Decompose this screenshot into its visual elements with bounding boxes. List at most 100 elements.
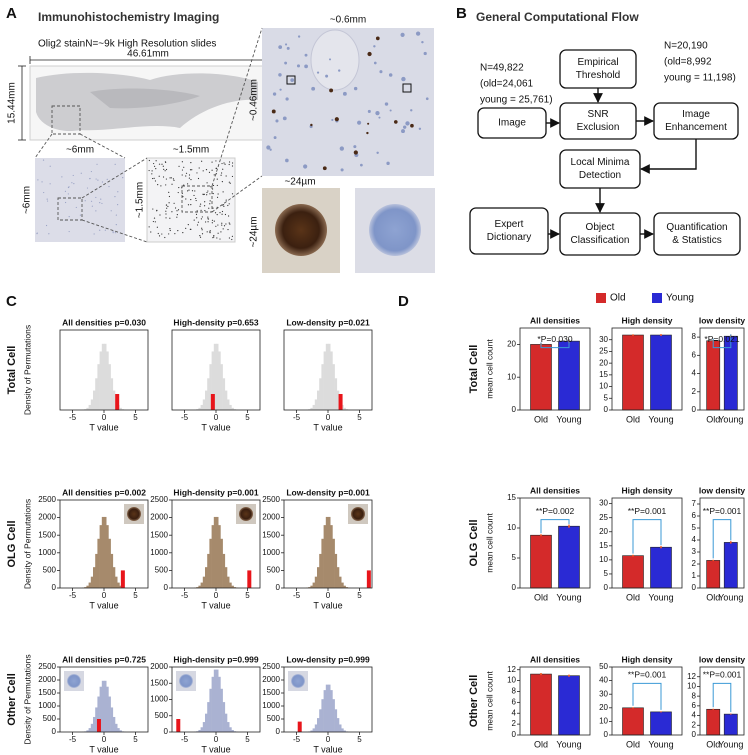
cell-dot [173, 179, 175, 181]
cell-dot [227, 204, 229, 207]
plot-frame [699, 497, 745, 589]
chart-title: High-density p=0.653 [173, 317, 259, 327]
cell-dot [212, 237, 214, 239]
y-tick-label: 2000 [150, 662, 168, 671]
cell-dot [187, 190, 189, 192]
chart-title: Low-density p=0.999 [286, 654, 370, 664]
y-tick-label: 2000 [38, 675, 56, 684]
hist-bar [112, 390, 116, 410]
cell-dot [367, 51, 372, 57]
hist-bar [110, 553, 114, 588]
cell-dot [188, 174, 191, 176]
observed-marker [297, 721, 302, 732]
node-label: Image [498, 118, 526, 129]
cell-dot [207, 218, 209, 220]
x-tick-label: 0 [214, 591, 219, 600]
y-tick-label: 15 [507, 493, 516, 502]
hist-bar [220, 538, 223, 588]
cell-dot [153, 165, 156, 167]
y-tick-label: 1000 [38, 701, 56, 710]
hist-bar [218, 351, 221, 410]
cell-dot [165, 178, 167, 180]
cell-dot [223, 162, 225, 164]
y-axis-label: Density of Permutations [22, 499, 32, 589]
node-label: Classification [571, 235, 630, 246]
zoom-box [51, 105, 81, 135]
cell-dot [101, 202, 103, 205]
hist-bar [213, 669, 217, 732]
y-tick-label: 0 [512, 583, 517, 592]
y-tick-label: 500 [155, 711, 169, 720]
x-tick-label: 5 [245, 413, 250, 422]
hist-bar [95, 553, 98, 588]
cell-dot [37, 179, 39, 181]
y-tick-label: 4 [692, 369, 697, 378]
cell-dot [206, 182, 208, 184]
thumb-cell [291, 674, 305, 688]
chart-title: low density [699, 654, 746, 664]
panel-letter: D [398, 293, 409, 310]
significance-label: *P=0.021 [704, 334, 739, 344]
hist-bar [115, 576, 118, 588]
y-tick-label: 30 [599, 689, 608, 698]
cell-dot [221, 224, 223, 226]
hist-bar [207, 553, 210, 588]
cell-dot [200, 209, 202, 211]
zoom-box [286, 75, 296, 85]
hist-bar [101, 343, 105, 410]
y-tick-label: 1500 [38, 688, 56, 697]
y-tick-label: 0 [692, 583, 697, 592]
cell-dot [68, 216, 70, 218]
x-tick-label: -5 [181, 591, 189, 600]
significance-label: **P=0.001 [628, 670, 667, 680]
chart-title: High-density p=0.999 [173, 654, 259, 664]
cell-dot [80, 172, 82, 174]
x-tick-label: Old [626, 739, 640, 749]
cell-dot [211, 169, 213, 171]
cell-dot [221, 210, 224, 213]
count-note: young = 11,198) [664, 73, 736, 84]
cell-dot [360, 163, 363, 167]
dimension-label: ~6mm [22, 186, 33, 214]
y-tick-label: 2500 [38, 495, 56, 504]
cell-dot [114, 196, 116, 198]
cell-dot [75, 206, 77, 209]
cell-dot [231, 175, 234, 178]
y-tick-label: 8 [692, 691, 697, 700]
cell-dot [195, 213, 198, 215]
observed-marker [115, 394, 120, 410]
hist-bar [328, 343, 331, 410]
cell-dot [155, 160, 157, 162]
row-label: Other Cell [468, 675, 480, 728]
y-tick-label: 10 [599, 717, 608, 726]
legend-swatch [652, 293, 662, 303]
y-tick-label: 0 [604, 730, 609, 739]
hist-bar [310, 730, 313, 732]
cell-dot [90, 170, 92, 173]
hist-bar [224, 567, 228, 588]
cell-dot [197, 221, 200, 223]
hist-bar [86, 407, 89, 410]
x-tick-label: 0 [102, 591, 107, 600]
cell-dot [211, 222, 213, 224]
hist-bar [213, 516, 217, 588]
cell-dot [201, 160, 203, 162]
cell-dot [304, 53, 308, 57]
x-axis-label: T value [89, 600, 118, 610]
hist-bar [104, 680, 107, 732]
cell-dot [168, 195, 171, 198]
significance-bracket [712, 682, 732, 713]
hist-bar [317, 390, 320, 410]
node-box [559, 49, 637, 89]
hist-bar [209, 688, 212, 732]
observed-marker [366, 570, 371, 588]
cell-dot [415, 31, 421, 36]
cell-dot [196, 172, 198, 174]
hist-bar [231, 729, 234, 732]
hist-bar [205, 713, 208, 732]
zoom-line [211, 27, 263, 187]
zoom-box [181, 185, 213, 213]
y-tick-label: 500 [155, 566, 169, 575]
cell-dot [194, 190, 196, 192]
cell-dot [61, 176, 63, 178]
